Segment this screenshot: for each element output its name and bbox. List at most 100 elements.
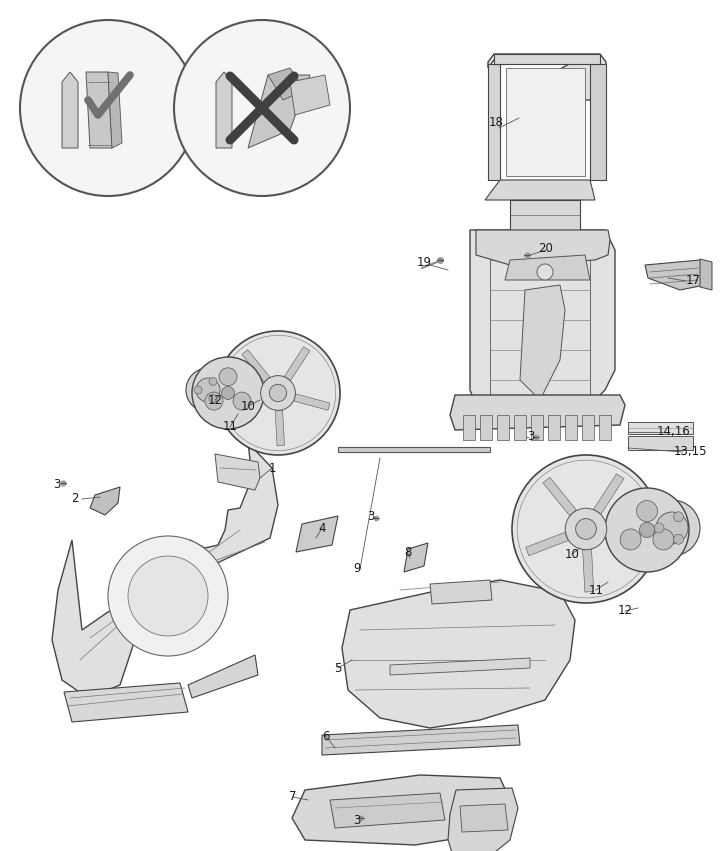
- Polygon shape: [505, 255, 590, 280]
- Text: 3: 3: [53, 477, 60, 490]
- Text: 18: 18: [489, 116, 503, 129]
- Polygon shape: [338, 447, 490, 452]
- Polygon shape: [448, 788, 518, 851]
- Circle shape: [620, 529, 641, 550]
- Circle shape: [186, 368, 230, 412]
- Polygon shape: [248, 75, 310, 148]
- Text: 9: 9: [354, 563, 361, 575]
- Circle shape: [673, 511, 683, 522]
- Polygon shape: [520, 285, 565, 400]
- Polygon shape: [463, 415, 475, 440]
- Polygon shape: [108, 72, 122, 148]
- Circle shape: [636, 500, 657, 522]
- Polygon shape: [275, 410, 284, 446]
- Text: 1: 1: [269, 461, 276, 475]
- Circle shape: [644, 500, 700, 556]
- Circle shape: [565, 508, 607, 550]
- Circle shape: [108, 536, 228, 656]
- Text: 2: 2: [71, 493, 78, 505]
- Polygon shape: [565, 415, 577, 440]
- Polygon shape: [470, 230, 615, 415]
- Circle shape: [196, 378, 220, 402]
- Polygon shape: [526, 532, 568, 556]
- Text: 12: 12: [207, 393, 222, 407]
- Circle shape: [174, 20, 350, 196]
- Polygon shape: [64, 683, 188, 722]
- Polygon shape: [294, 394, 330, 410]
- Circle shape: [576, 518, 596, 540]
- Polygon shape: [543, 477, 577, 516]
- Polygon shape: [476, 230, 610, 265]
- Polygon shape: [342, 580, 575, 728]
- Text: 14,16: 14,16: [657, 426, 691, 438]
- Polygon shape: [216, 72, 232, 148]
- Polygon shape: [590, 64, 606, 180]
- Text: 5: 5: [334, 661, 342, 675]
- Circle shape: [222, 386, 235, 399]
- Circle shape: [194, 386, 202, 394]
- Text: 6: 6: [323, 729, 330, 743]
- Polygon shape: [460, 804, 508, 832]
- Text: 8: 8: [405, 546, 412, 559]
- Polygon shape: [86, 72, 112, 148]
- Polygon shape: [599, 415, 611, 440]
- Circle shape: [205, 392, 223, 410]
- Text: 4: 4: [318, 522, 325, 534]
- Polygon shape: [628, 422, 693, 434]
- Polygon shape: [242, 350, 270, 382]
- Circle shape: [261, 375, 295, 410]
- Polygon shape: [488, 64, 500, 180]
- Circle shape: [209, 395, 217, 403]
- Text: 3: 3: [354, 814, 361, 826]
- Text: 20: 20: [539, 242, 554, 254]
- Polygon shape: [290, 75, 330, 115]
- Text: 11: 11: [588, 584, 603, 597]
- Text: 7: 7: [289, 791, 297, 803]
- Polygon shape: [90, 487, 120, 515]
- Polygon shape: [215, 454, 260, 490]
- Polygon shape: [582, 415, 594, 440]
- Polygon shape: [548, 415, 560, 440]
- Circle shape: [269, 385, 287, 402]
- Polygon shape: [494, 54, 600, 64]
- Polygon shape: [52, 442, 278, 698]
- Polygon shape: [228, 396, 263, 415]
- Text: 19: 19: [416, 256, 431, 270]
- Polygon shape: [390, 658, 530, 675]
- Polygon shape: [506, 68, 585, 176]
- Circle shape: [209, 377, 217, 386]
- Polygon shape: [514, 415, 526, 440]
- Circle shape: [20, 20, 196, 196]
- Polygon shape: [404, 543, 428, 572]
- Polygon shape: [296, 516, 338, 552]
- Circle shape: [605, 488, 689, 572]
- Polygon shape: [284, 346, 310, 380]
- Polygon shape: [645, 260, 710, 290]
- Polygon shape: [593, 474, 624, 514]
- Text: 13,15: 13,15: [673, 446, 707, 459]
- Text: 3: 3: [367, 510, 374, 523]
- Circle shape: [128, 556, 208, 636]
- Polygon shape: [330, 793, 445, 828]
- Polygon shape: [497, 415, 509, 440]
- Circle shape: [653, 529, 674, 550]
- Text: 11: 11: [222, 420, 238, 433]
- Circle shape: [673, 534, 683, 545]
- Polygon shape: [628, 436, 693, 450]
- Circle shape: [219, 368, 237, 386]
- Polygon shape: [531, 415, 543, 440]
- Circle shape: [216, 331, 340, 455]
- Polygon shape: [485, 180, 595, 200]
- Text: 12: 12: [618, 604, 632, 618]
- Text: 17: 17: [685, 275, 701, 288]
- Polygon shape: [430, 580, 492, 604]
- Circle shape: [654, 523, 664, 533]
- Polygon shape: [292, 775, 510, 845]
- Circle shape: [233, 392, 251, 410]
- Circle shape: [537, 264, 553, 280]
- Circle shape: [639, 523, 654, 538]
- Text: 3: 3: [527, 431, 535, 443]
- Text: 10: 10: [240, 399, 256, 413]
- Polygon shape: [268, 68, 305, 100]
- Polygon shape: [510, 200, 580, 230]
